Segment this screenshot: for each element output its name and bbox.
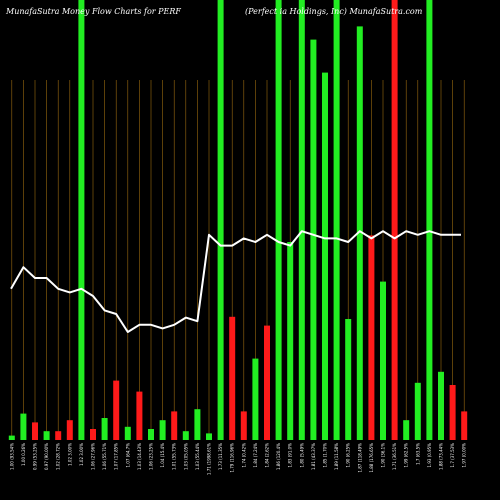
x-tick-label: 1.93 (0.95% bbox=[427, 443, 432, 468]
x-tick-label: 1.84 (2.62% bbox=[265, 443, 270, 468]
money-flow-bar bbox=[206, 433, 212, 440]
x-tick-label: 1.81 (43.37% bbox=[311, 443, 316, 470]
money-flow-bar bbox=[43, 431, 50, 440]
x-tick-label: 1.88 (176.65% bbox=[369, 443, 374, 473]
money-flow-bar bbox=[345, 319, 352, 440]
money-flow-bar bbox=[438, 371, 444, 440]
money-flow-bar bbox=[171, 411, 178, 440]
chart-title-left: MunafaSutra Money Flow Charts for PERF bbox=[5, 7, 181, 16]
money-flow-bar bbox=[403, 420, 410, 440]
money-flow-bar bbox=[380, 281, 386, 440]
money-flow-bar bbox=[391, 0, 398, 440]
x-tick-label: 1.7 (37.53% bbox=[450, 443, 455, 468]
x-tick-label: 1.90 (6.25% bbox=[346, 443, 351, 468]
x-tick-label: 1.79 (116.96% bbox=[230, 443, 235, 473]
money-flow-bar bbox=[8, 435, 15, 440]
money-flow-bar bbox=[449, 385, 456, 440]
x-tick-label: 1.7 (63.5% bbox=[415, 443, 420, 465]
money-flow-bar bbox=[287, 242, 294, 440]
money-flow-bar bbox=[252, 358, 259, 440]
money-flow-bar bbox=[414, 382, 421, 440]
money-flow-bars bbox=[8, 0, 468, 441]
x-tick-label: 1.89 (11.58% bbox=[334, 443, 339, 470]
money-flow-bar bbox=[298, 0, 305, 440]
money-flow-bar bbox=[461, 411, 468, 440]
x-tick-label: 1.02 3.00% bbox=[67, 443, 72, 466]
x-tick-label: 1.06 (23.25% bbox=[149, 443, 154, 470]
x-tick-label: 1.86 (120.4% bbox=[276, 443, 281, 470]
x-tick-label: 1.07 (17.85% bbox=[114, 443, 119, 470]
x-tick-label: 1.03 (55.44% bbox=[195, 443, 200, 470]
money-flow-bar bbox=[368, 235, 375, 440]
money-flow-bar bbox=[66, 420, 73, 440]
money-flow-bar bbox=[229, 316, 236, 440]
x-tick-label: 1.03 (05.05% bbox=[183, 443, 188, 470]
x-tick-label: 1.71 (36.51% bbox=[392, 443, 397, 470]
x-tick-label: 0.99 (53.25% bbox=[33, 443, 38, 470]
x-tick-label: 1.71 (1998.61% bbox=[207, 443, 212, 475]
money-flow-bar bbox=[426, 0, 433, 440]
x-tick-label: 1.83 (91.0% bbox=[288, 443, 293, 468]
money-flow-bar bbox=[90, 429, 96, 440]
x-tick-label: 1.99 (62.5% bbox=[404, 443, 409, 468]
x-tick-label: 1.04 (15.4% bbox=[160, 443, 165, 468]
money-flow-bar bbox=[264, 325, 270, 440]
x-tick-label: 1.90 (36.1% bbox=[381, 443, 386, 468]
x-tick-label: 1.88 (73.44% bbox=[439, 443, 444, 470]
money-flow-bar bbox=[159, 420, 166, 440]
money-flow-bar bbox=[194, 409, 201, 440]
money-flow-bar bbox=[124, 426, 131, 440]
x-tick-label: 1.97 (0.00% bbox=[462, 443, 467, 468]
x-tick-label: 1.84 (7.24% bbox=[253, 443, 258, 468]
x-tick-label: 1.01 (55.73% bbox=[172, 443, 177, 470]
money-flow-bar bbox=[78, 0, 85, 440]
money-flow-bar bbox=[275, 0, 282, 440]
money-flow-bar bbox=[322, 72, 328, 440]
money-flow-bar bbox=[101, 418, 108, 440]
x-tick-labels: 1.00 (93.54% 1.00 0.26% 0.99 (53.25% 0.97 (… bbox=[9, 443, 466, 475]
x-tick-label: 1.02 (28.72% bbox=[56, 443, 61, 470]
x-tick-label: 1.85 (1.70% bbox=[323, 443, 328, 468]
money-flow-bar bbox=[310, 39, 317, 440]
money-flow-bar bbox=[240, 411, 247, 440]
chart-title-right: (Perfect ia Holdings, Inc) MunafaSutra.c… bbox=[245, 7, 423, 16]
money-flow-bar bbox=[55, 431, 62, 440]
x-tick-label: 1.80 (5.49% bbox=[299, 443, 304, 468]
x-tick-label: 1.07 (64.7% bbox=[125, 443, 130, 468]
x-tick-label: 1.03 (14.43% bbox=[137, 443, 142, 470]
x-tick-label: 1.02 3.00% bbox=[79, 443, 84, 466]
x-tick-label: 1.74 (0.42% bbox=[241, 443, 246, 468]
x-tick-label: 1.06 (27.96% bbox=[91, 443, 96, 470]
x-tick-label: 1.73 (11.35% bbox=[218, 443, 223, 470]
x-tick-label: 0.97 (90.00% bbox=[44, 443, 49, 470]
money-flow-bar bbox=[217, 0, 224, 440]
money-flow-bar bbox=[32, 422, 38, 440]
money-flow-bar bbox=[113, 380, 120, 440]
money-flow-bar bbox=[182, 431, 189, 440]
money-flow-bar bbox=[333, 0, 340, 440]
x-tick-label: 1.00 (93.54% bbox=[9, 443, 14, 470]
money-flow-bar bbox=[356, 26, 363, 441]
x-tick-label: 1.00 0.26% bbox=[21, 443, 26, 466]
money-flow-bar bbox=[148, 429, 154, 440]
money-flow-bar bbox=[20, 413, 27, 440]
x-tick-label: 1.06 (55.71% bbox=[102, 443, 107, 470]
money-flow-bar bbox=[136, 391, 143, 440]
x-tick-label: 1.87 (118.49% bbox=[357, 443, 362, 473]
price-line bbox=[10, 230, 461, 333]
